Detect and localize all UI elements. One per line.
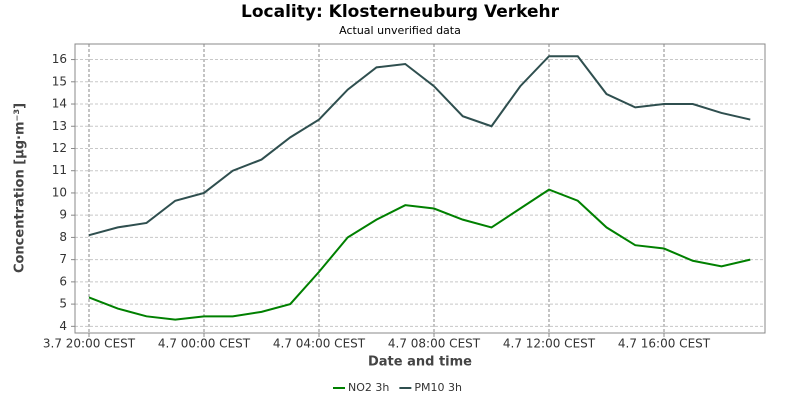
y-tick-label: 4 [59,319,67,333]
x-tick-label: 4.7 12:00 CEST [503,337,596,351]
series-line [88,55,751,237]
y-tick-label: 6 [59,274,67,288]
x-tick-label: 3.7 20:00 CEST [43,337,136,351]
x-tick-label: 4.7 08:00 CEST [388,337,481,351]
y-tick-label: 12 [52,141,67,155]
y-tick-label: 15 [52,74,67,88]
chart-title: Locality: Klosterneuburg Verkehr [241,2,560,22]
x-axis-label: Date and time [368,355,472,370]
y-tick-label: 5 [59,297,67,311]
chart-subtitle: Actual unverified data [339,24,461,37]
y-tick-label: 16 [52,52,67,66]
plot-border [74,43,766,334]
legend-label: NO2 3h [348,381,389,394]
legend-label: PM10 3h [414,381,462,394]
series-line [88,188,751,321]
y-tick-label: 13 [52,119,67,133]
x-tick-label: 4.7 04:00 CEST [273,337,366,351]
x-tick-label: 4.7 00:00 CEST [158,337,251,351]
y-tick-label: 7 [59,252,67,266]
y-tick-label: 14 [52,97,67,111]
y-tick-label: 10 [52,185,67,199]
y-axis-label: Concentration [µg·m⁻³] [13,103,28,273]
plot-area [75,44,765,333]
y-tick-label: 11 [52,163,67,177]
y-tick-label: 9 [59,208,67,222]
y-tick-label: 8 [59,230,67,244]
x-tick-label: 4.7 16:00 CEST [618,337,711,351]
